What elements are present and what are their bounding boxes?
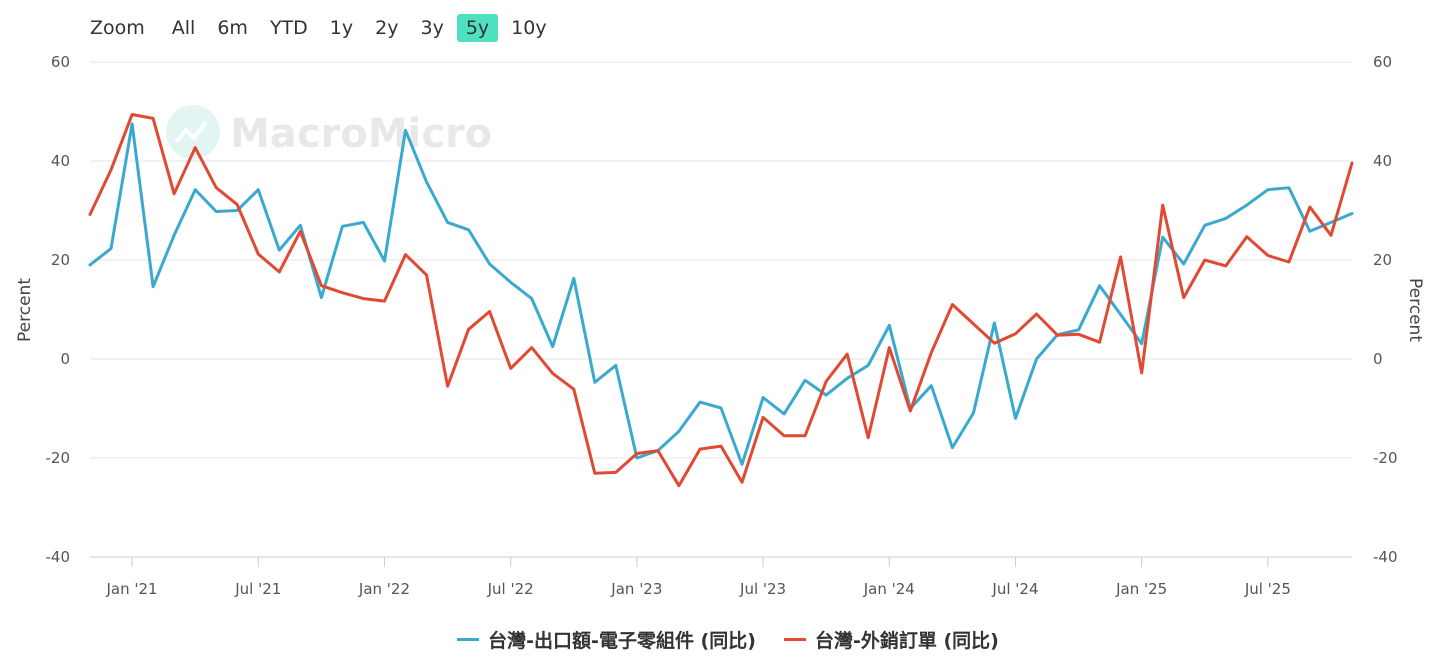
legend-item-electronic-components[interactable]: 台灣-出口額-電子零組件 (同比) <box>457 626 756 653</box>
x-tick-label: Jul '22 <box>487 580 534 598</box>
zoom-button-5y[interactable]: 5y <box>456 14 499 42</box>
zoom-button-3y[interactable]: 3y <box>420 17 444 39</box>
y-tick-label-left: 60 <box>51 53 70 71</box>
legend-label-export-orders: 台灣-外銷訂單 (同比) <box>814 630 999 652</box>
zoom-button-6m[interactable]: 6m <box>217 17 248 39</box>
y-tick-label-right: -20 <box>1373 449 1398 467</box>
zoom-button-all[interactable]: All <box>171 17 196 39</box>
y-tick-label-right: 0 <box>1373 350 1383 368</box>
x-tick-label: Jan '23 <box>610 580 662 598</box>
zoom-button-10y[interactable]: 10y <box>511 17 547 39</box>
y-tick-label-right: -40 <box>1373 548 1398 566</box>
watermark-text: MacroMicro <box>230 111 492 157</box>
y-tick-label-left: 40 <box>51 152 70 170</box>
zoom-label: Zoom <box>90 17 145 39</box>
x-tick-label: Jan '25 <box>1115 580 1167 598</box>
y-axis-left: -40 -20 0 20 40 60 <box>46 53 71 566</box>
zoom-bar: Zoom All 6m YTD 1y 2y 3y 5y 10y <box>90 12 560 44</box>
y-tick-label-left: 20 <box>51 251 70 269</box>
x-tick-label: Jan '22 <box>358 580 410 598</box>
x-tick-label: Jul '24 <box>991 580 1038 598</box>
y-axis-right-title: Percent <box>1405 278 1425 342</box>
zoom-button-ytd[interactable]: YTD <box>269 17 308 39</box>
zoom-button-1y[interactable]: 1y <box>329 17 354 39</box>
zoom-button-2y[interactable]: 2y <box>375 17 399 39</box>
x-tick-label: Jul '21 <box>234 580 281 598</box>
legend-label-electronic-components: 台灣-出口額-電子零組件 (同比) <box>488 630 756 652</box>
x-axis: Jan '21 Jul '21 Jan '22 Jul '22 Jan '23 Jul '… <box>106 557 1291 598</box>
legend-swatch-export-orders <box>783 638 806 641</box>
y-tick-label-left: -40 <box>46 548 71 566</box>
x-tick-label: Jul '23 <box>739 580 786 598</box>
y-tick-label-right: 60 <box>1373 53 1392 71</box>
y-tick-label-left: -20 <box>46 449 71 467</box>
watermark-logo-icon <box>166 105 220 159</box>
x-tick-label: Jan '24 <box>863 580 915 598</box>
x-tick-label: Jul '25 <box>1244 580 1291 598</box>
watermark: MacroMicro <box>166 105 492 159</box>
legend-item-export-orders[interactable]: 台灣-外銷訂單 (同比) <box>783 626 999 653</box>
series-line-1 <box>88 113 1354 488</box>
y-axis-right: -40 -20 0 20 40 60 <box>1373 53 1398 566</box>
grid-lines <box>90 61 1352 558</box>
legend-swatch-electronic-components <box>457 638 480 641</box>
y-tick-label-left: 0 <box>60 350 70 368</box>
series-lines <box>88 113 1354 488</box>
y-axis-left-title: Percent <box>15 278 35 342</box>
legend: 台灣-出口額-電子零組件 (同比) 台灣-外銷訂單 (同比) <box>0 626 1456 653</box>
watermark-logo-mark <box>174 120 208 144</box>
y-tick-label-right: 20 <box>1373 251 1392 269</box>
series-line-0 <box>88 122 1354 466</box>
x-tick-label: Jan '21 <box>106 580 158 598</box>
y-tick-label-right: 40 <box>1373 152 1392 170</box>
line-chart: MacroMicro -40 -20 0 20 40 60 -40 -20 0 20 40 60 J… <box>15 53 1425 598</box>
